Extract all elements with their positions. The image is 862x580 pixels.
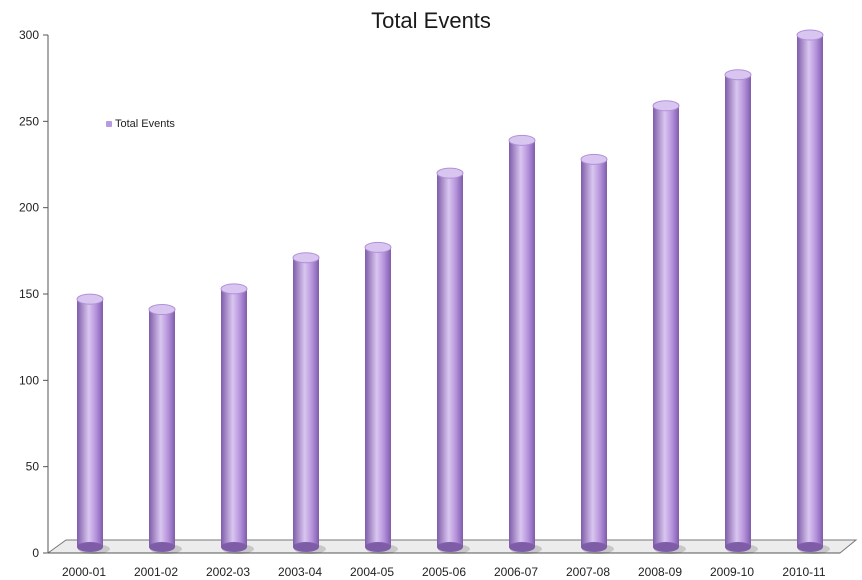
bar-top xyxy=(652,100,680,112)
y-tick-label: 250 xyxy=(19,114,39,128)
bar xyxy=(221,288,247,547)
bar xyxy=(797,35,823,547)
x-tick-label: 2003-04 xyxy=(278,565,322,579)
x-tick-label: 2005-06 xyxy=(422,565,466,579)
bar-top xyxy=(436,167,464,179)
bar-base xyxy=(77,542,103,552)
x-tick-label: 2010-11 xyxy=(782,565,825,579)
bar-base xyxy=(581,542,607,552)
y-tick-label: 300 xyxy=(19,28,39,42)
legend: Total Events xyxy=(106,118,175,130)
y-tick-label: 200 xyxy=(19,201,39,215)
bar-top xyxy=(76,293,104,305)
x-tick-label: 2001-02 xyxy=(134,565,178,579)
bar xyxy=(149,309,175,547)
x-tick-label: 2004-05 xyxy=(350,565,394,579)
bar-base xyxy=(725,542,751,552)
y-tick-label: 0 xyxy=(32,546,39,560)
bar-top xyxy=(724,69,752,81)
chart-title: Total Events xyxy=(371,8,491,33)
bar-top xyxy=(292,252,320,264)
x-tick-label: 2002-03 xyxy=(206,565,250,579)
bar-top xyxy=(148,304,176,316)
bar-base xyxy=(221,542,247,552)
bar xyxy=(581,159,607,547)
bar xyxy=(437,173,463,547)
legend-label: Total Events xyxy=(115,118,175,130)
x-tick-label: 2007-08 xyxy=(566,565,610,579)
x-tick-label: 2008-09 xyxy=(638,565,682,579)
bar-top xyxy=(796,29,824,41)
bar-base xyxy=(437,542,463,552)
bar-base xyxy=(149,542,175,552)
bar xyxy=(653,105,679,547)
bar-top xyxy=(220,283,248,295)
y-tick-label: 50 xyxy=(26,460,40,474)
bar xyxy=(293,257,319,547)
bar-top xyxy=(580,153,608,165)
bar-base xyxy=(293,542,319,552)
bar-base xyxy=(653,542,679,552)
bar xyxy=(509,140,535,547)
x-tick-label: 2006-07 xyxy=(494,565,538,579)
bar-top xyxy=(508,134,536,146)
y-tick-label: 150 xyxy=(19,287,39,301)
bar-top xyxy=(364,241,392,253)
bar-base xyxy=(365,542,391,552)
x-tick-label: 2009-10 xyxy=(710,565,754,579)
bar xyxy=(725,74,751,548)
x-tick-label: 2000-01 xyxy=(62,565,106,579)
bar xyxy=(365,247,391,547)
bar xyxy=(77,299,103,547)
bar-base xyxy=(797,542,823,552)
y-tick-label: 100 xyxy=(19,373,39,387)
legend-swatch xyxy=(106,121,112,127)
bar-base xyxy=(509,542,535,552)
